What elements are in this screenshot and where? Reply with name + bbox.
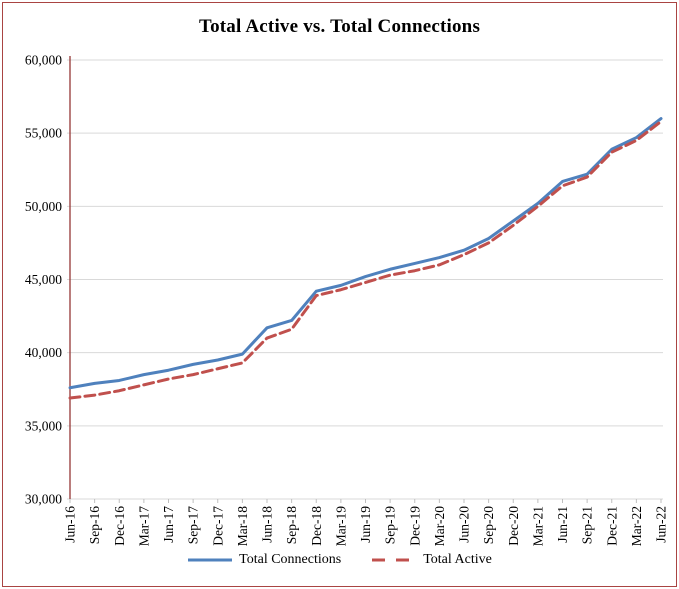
x-axis-tick-label: Sep-16 bbox=[87, 506, 102, 544]
x-axis-tick-label: Dec-17 bbox=[210, 506, 225, 546]
x-axis-tick-label: Jun-19 bbox=[358, 506, 373, 543]
y-axis-tick-label: 45,000 bbox=[25, 272, 62, 287]
x-axis-tick-label: Mar-21 bbox=[530, 506, 545, 546]
x-axis-tick-label: Jun-21 bbox=[555, 506, 570, 543]
legend-label-total-connections: Total Connections bbox=[239, 552, 342, 567]
x-axis-tick-label: Sep-21 bbox=[580, 506, 595, 544]
x-axis-tick-label: Dec-19 bbox=[407, 506, 422, 546]
total-active-series-line bbox=[68, 119, 663, 400]
x-axis-tick-label: Jun-22 bbox=[654, 506, 669, 543]
x-axis-tick-label: Dec-16 bbox=[112, 506, 127, 546]
x-axis-tick-label: Dec-20 bbox=[506, 506, 521, 546]
x-axis-tick-label: Jun-18 bbox=[260, 506, 275, 543]
y-axis-tick-label: 50,000 bbox=[25, 199, 62, 214]
x-axis-tick-label: Mar-20 bbox=[432, 506, 447, 546]
x-axis-tick-label: Sep-17 bbox=[186, 506, 201, 544]
x-axis-tick-label: Sep-19 bbox=[383, 506, 398, 544]
x-axis-tick-label: Sep-20 bbox=[481, 506, 496, 544]
legend-label-total-active: Total Active bbox=[423, 552, 492, 567]
legend-item-total-active: Total Active bbox=[371, 552, 492, 568]
total-connections-line-sample bbox=[188, 558, 233, 562]
chart-legend: Total Connections Total Active bbox=[3, 552, 676, 568]
x-axis-tick-label: Mar-18 bbox=[235, 506, 250, 546]
x-axis-tick-label: Mar-19 bbox=[333, 506, 348, 546]
y-axis-tick-label: 30,000 bbox=[25, 492, 62, 507]
x-axis-tick-label: Jun-16 bbox=[63, 506, 78, 543]
y-axis-tick-label: 55,000 bbox=[25, 126, 62, 141]
legend-item-total-connections: Total Connections bbox=[187, 552, 341, 568]
line-chart-plot: 30,000 35,000 40,000 45,000 50,000 55,000 60,0… bbox=[25, 53, 669, 547]
x-axis-tick-label: Mar-22 bbox=[629, 506, 644, 546]
x-axis-tick-label: Dec-21 bbox=[604, 506, 619, 546]
x-axis-tick-label: Dec-18 bbox=[309, 506, 324, 546]
y-axis-tick-label: 60,000 bbox=[25, 53, 62, 68]
y-axis-tick-label: 35,000 bbox=[25, 418, 62, 433]
total-connections-series-line bbox=[68, 117, 663, 390]
x-axis-tick-label: Sep-18 bbox=[284, 506, 299, 544]
y-axis-tick-label: 40,000 bbox=[25, 345, 62, 360]
chart-title: Total Active vs. Total Connections bbox=[198, 16, 481, 37]
x-axis-tick-label: Mar-17 bbox=[136, 506, 151, 546]
x-axis-tick-label: Jun-20 bbox=[457, 506, 472, 543]
x-axis-tick-label: Jun-17 bbox=[161, 506, 176, 543]
total-active-line-sample bbox=[372, 558, 417, 562]
